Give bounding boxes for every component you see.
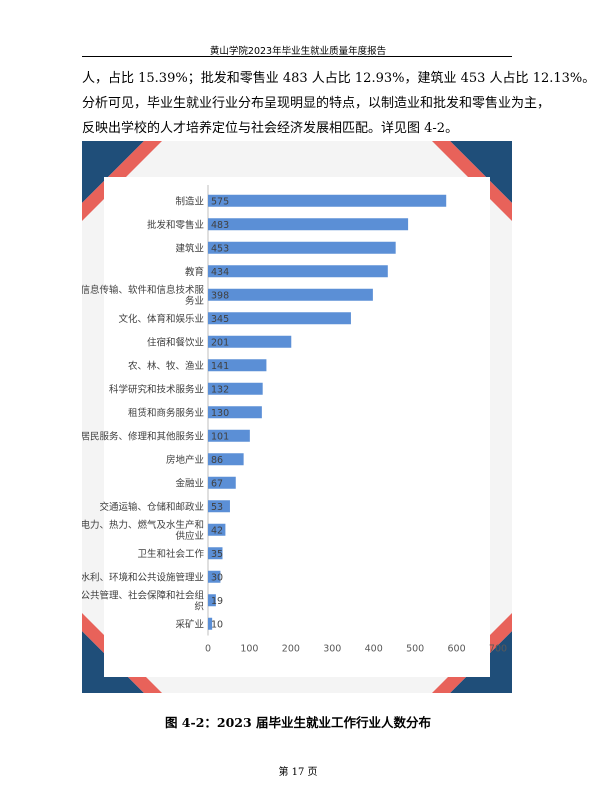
category-label: 制造业 (175, 195, 204, 207)
bar-data-label: 201 (211, 337, 229, 348)
bar-data-label: 575 (211, 196, 229, 207)
bar (208, 617, 213, 630)
bar (208, 194, 447, 207)
body-paragraph: 人，占比 15.39%；批发和零售业 483 人占比 12.93%，建筑业 45… (82, 66, 596, 141)
bar-data-label: 30 (211, 572, 223, 583)
bar (208, 335, 292, 348)
category-label: 科学研究和技术服务业 (109, 383, 204, 395)
category-label: 信息传输、软件和信息技术服 (82, 284, 204, 296)
bar-data-label: 141 (211, 361, 229, 372)
x-tick-label: 500 (406, 644, 424, 655)
bar (208, 500, 230, 513)
plot-background (104, 177, 490, 677)
bar (208, 453, 244, 466)
chart-figure: 575 制造业 483 批发和零售业 453 建筑业 434 教育 398 信息传输、软件和信息技… (82, 141, 512, 693)
industry-bar-chart: 575 制造业 483 批发和零售业 453 建筑业 434 教育 398 信息传输、软件和信息技… (82, 141, 512, 693)
bar-data-label: 345 (211, 314, 229, 325)
x-tick-label: 400 (365, 644, 383, 655)
bar-data-label: 53 (211, 502, 223, 513)
category-label: 住宿和餐饮业 (147, 336, 204, 348)
header-rule (82, 56, 512, 57)
bar (208, 382, 263, 395)
category-label: 务业 (185, 295, 204, 307)
category-label: 水利、环境和公共设施管理业 (82, 571, 204, 583)
x-tick-label: 100 (240, 644, 258, 655)
category-label: 居民服务、修理和其他服务业 (82, 430, 204, 442)
body-line-1: 人，占比 15.39%；批发和零售业 483 人占比 12.93%，建筑业 45… (82, 71, 596, 86)
x-tick-label: 200 (282, 644, 300, 655)
bar-data-label: 67 (211, 478, 223, 489)
category-label: 采矿业 (175, 618, 204, 630)
bar-data-label: 35 (211, 549, 223, 560)
category-label: 文化、体育和娱乐业 (118, 313, 204, 325)
bar-data-label: 483 (211, 220, 229, 231)
bar-data-label: 434 (211, 267, 229, 278)
bar-data-label: 132 (211, 384, 229, 395)
figure-caption: 图 4-2：2023 届毕业生就业工作行业人数分布 (164, 715, 432, 730)
bar (208, 359, 267, 372)
bar (208, 429, 250, 442)
bar (208, 594, 216, 607)
bar-data-label: 10 (211, 619, 223, 630)
category-label: 房地产业 (166, 454, 204, 466)
category-label: 交通运输、仓储和邮政业 (99, 501, 204, 513)
bar (208, 547, 223, 560)
category-label: 建筑业 (175, 242, 204, 254)
bar (208, 265, 388, 278)
category-label: 公共管理、社会保障和社会组 (82, 589, 204, 601)
category-label: 金融业 (175, 477, 204, 489)
bar (208, 288, 373, 301)
category-label: 卫生和社会工作 (137, 548, 204, 560)
category-label: 电力、热力、燃气及水生产和 (82, 519, 204, 531)
category-label: 供应业 (175, 530, 204, 542)
category-label: 教育 (185, 266, 204, 278)
category-label: 织 (194, 600, 204, 612)
bar (208, 523, 226, 536)
bar-data-label: 453 (211, 243, 229, 254)
x-tick-label: 300 (323, 644, 341, 655)
bar-data-label: 86 (211, 455, 223, 466)
bar-data-label: 398 (211, 290, 229, 301)
bar (208, 406, 262, 419)
bar (208, 476, 236, 489)
x-tick-label: 600 (448, 644, 466, 655)
category-label: 批发和零售业 (147, 219, 204, 231)
page-number: 第 17 页 (278, 767, 318, 778)
category-label: 农、林、牧、渔业 (128, 360, 204, 372)
bar-data-label: 130 (211, 408, 229, 419)
body-line-3: 反映出学校的人才培养定位与社会经济发展相匹配。详见图 4-2。 (82, 121, 459, 136)
category-label: 租赁和商务服务业 (128, 407, 204, 419)
bar-data-label: 19 (211, 596, 223, 607)
body-line-2: 分析可见，毕业生就业行业分布呈现明显的特点，以制造业和批发和零售业为主， (82, 96, 551, 111)
page-header: 黄山学院2023年毕业生就业质量年度报告 (209, 46, 387, 57)
x-tick-label: 0 (205, 644, 211, 655)
bar-data-label: 101 (211, 431, 229, 442)
x-tick-label: 700 (489, 644, 507, 655)
bar (208, 218, 409, 231)
bar (208, 570, 221, 583)
bar (208, 312, 351, 325)
bar-data-label: 42 (211, 525, 223, 536)
bar (208, 241, 396, 254)
